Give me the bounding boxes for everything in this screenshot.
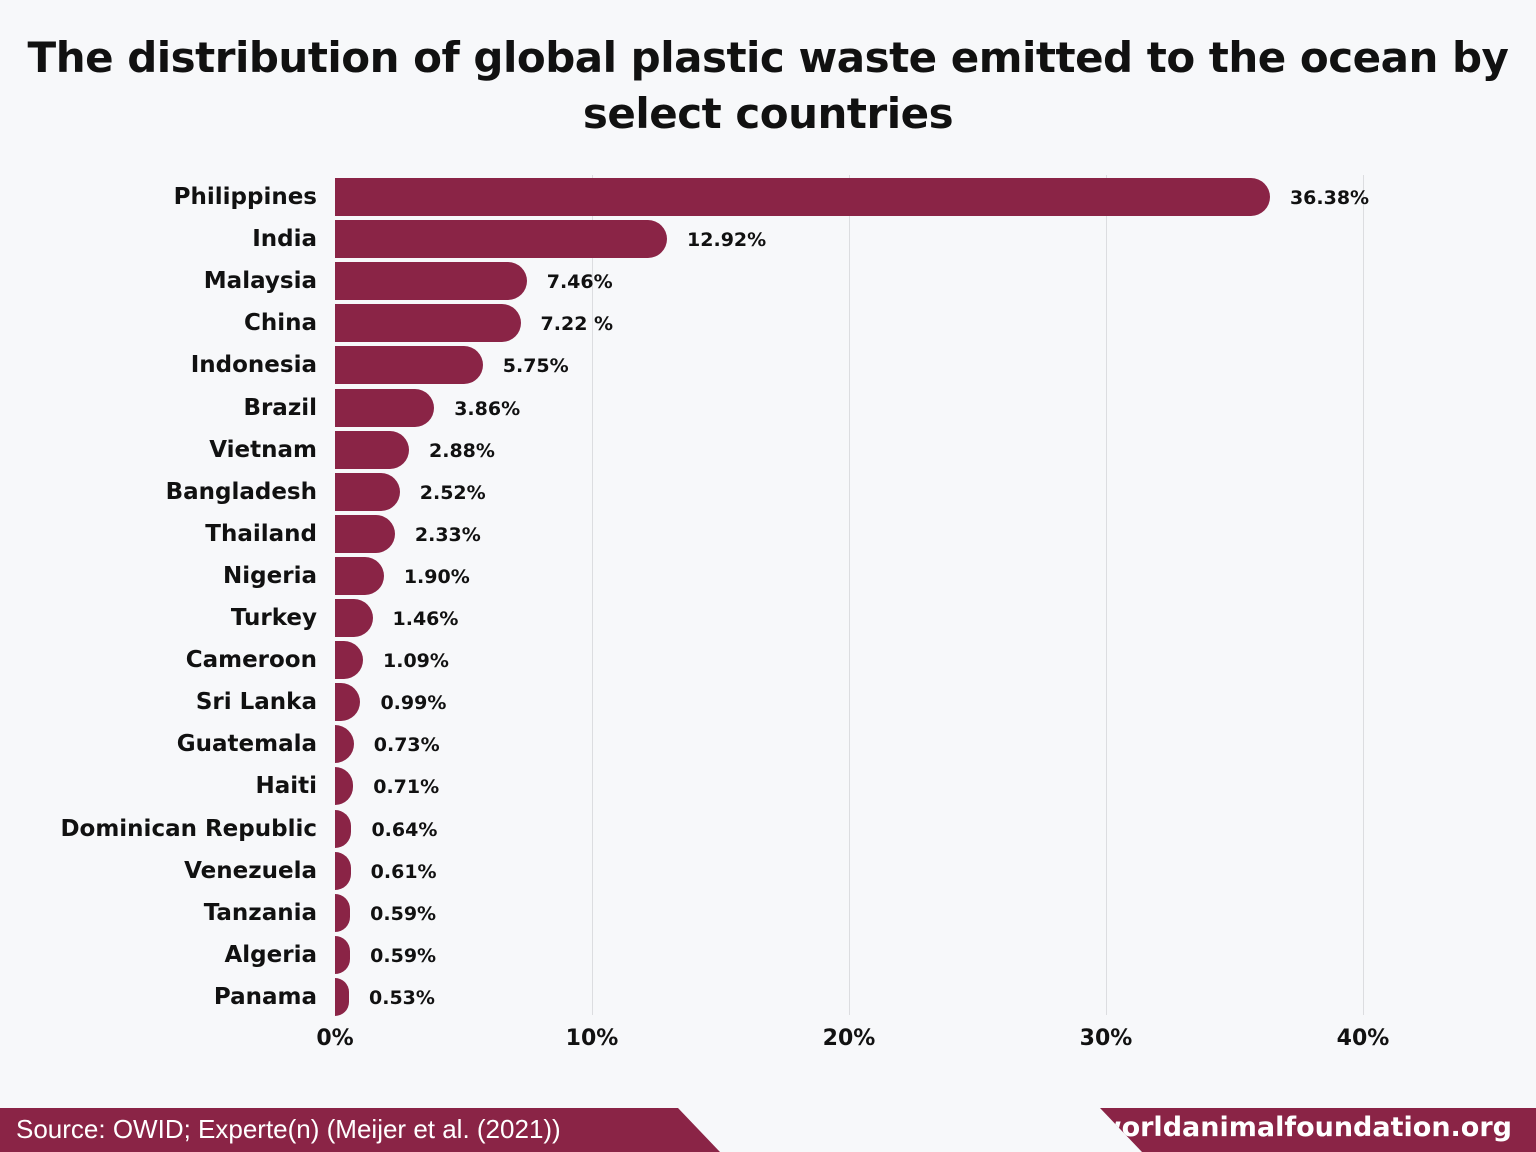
bar-row: 0.59% [335,935,1365,974]
bar [335,514,395,553]
bar [335,977,349,1016]
value-label: 5.75% [502,355,569,378]
gridline [849,175,850,1015]
value-label: 0.73% [373,734,440,757]
x-tick: 0% [316,1026,354,1051]
source-text: Source: OWID; Experte(n) (Meijer et al. … [16,1114,561,1144]
category-label: Bangladesh [165,478,317,505]
category-label: Brazil [243,394,317,421]
category-label: Nigeria [223,562,317,589]
bar [335,893,351,932]
bar-row: 7.46% [335,262,1365,301]
category-label: Sri Lanka [195,689,317,716]
bar-row: 3.86% [335,388,1365,427]
x-tick: 40% [1336,1026,1390,1051]
category-label: Algeria [224,941,318,968]
gridline [592,175,593,1015]
bar-row: 2.52% [335,472,1365,511]
site-text: worldanimalfoundation.org [1096,1112,1512,1143]
source-banner: Source: OWID; Experte(n) (Meijer et al. … [0,1108,720,1152]
bar-row: 0.53% [335,977,1365,1016]
value-label: 2.88% [429,439,495,462]
plot-area: 36.38% 12.92% 7.46% 7.22 % 5.75% 3.86% 2.88% 2.… [335,175,1369,1016]
category-label: Philippines [173,184,317,210]
bar [335,767,354,806]
category-label: Guatemala [176,731,317,758]
value-label: 0.59% [370,944,437,967]
bar [335,725,354,764]
bar-row: 1.09% [335,641,1365,680]
bar [335,430,410,469]
bar [335,262,527,301]
bar-row: 2.33% [335,514,1365,553]
category-label: Indonesia [190,352,317,379]
bar [335,851,351,890]
value-label: 0.64% [371,818,438,841]
bar [335,472,400,511]
bar [335,809,352,848]
bar [335,178,1270,216]
x-tick: 10% [565,1026,619,1051]
bar-row: 36.38% [335,178,1369,216]
category-label: Haiti [255,773,317,800]
value-label: 0.99% [380,692,447,715]
value-label: 0.59% [370,902,437,925]
site-banner: worldanimalfoundation.org [1100,1108,1536,1152]
gridline [1363,175,1364,1015]
value-label: 0.71% [373,776,440,799]
category-label: Tanzania [203,899,317,926]
bar [335,683,361,722]
bar-row: 0.99% [335,683,1365,722]
bar [335,388,435,427]
bar-row: 0.59% [335,893,1365,932]
chart-title: The distribution of global plastic waste… [27,33,1509,138]
bar [335,304,521,343]
bar-row: 0.61% [335,851,1365,890]
category-label: Vietnam [209,436,317,463]
bar-row: 0.71% [335,767,1365,806]
category-label: India [252,226,317,253]
value-label: 36.38% [1289,187,1370,209]
bar-row: 7.22 % [335,304,1365,343]
bar-row: 0.73% [335,725,1365,764]
value-label: 12.92% [687,229,767,252]
category-label: Cameroon [185,647,317,674]
category-label: China [243,310,317,337]
value-label: 7.46% [546,271,613,294]
bar [335,599,373,637]
x-tick: 30% [1079,1026,1133,1051]
category-label: Thailand [205,520,317,547]
bar [335,220,668,259]
bar-row: 12.92% [335,220,1365,259]
value-label: 2.33% [414,523,481,546]
value-label: 1.90% [403,565,470,588]
bar-row: 1.90% [335,556,1365,595]
value-label: 0.61% [370,860,437,883]
bar [335,556,384,595]
x-tick: 20% [822,1026,876,1051]
value-label: 7.22 % [540,313,614,336]
category-label: Dominican Republic [60,815,317,842]
value-label: 0.53% [369,986,435,1009]
gridline [1106,175,1107,1015]
bar [335,346,483,385]
value-label: 1.09% [383,650,449,673]
category-label: Turkey [230,605,317,631]
value-label: 2.52% [419,481,486,504]
value-label: 1.46% [392,608,459,630]
category-label: Panama [213,983,317,1010]
category-label: Malaysia [203,268,317,295]
category-label: Venezuela [184,857,317,884]
bar-row: 0.64% [335,809,1365,848]
bar-row: 1.46% [335,599,1365,637]
value-label: 3.86% [454,397,521,420]
bar [335,935,351,974]
bar [335,641,363,680]
bar-row: 2.88% [335,430,1365,469]
bar-row: 5.75% [335,346,1365,385]
